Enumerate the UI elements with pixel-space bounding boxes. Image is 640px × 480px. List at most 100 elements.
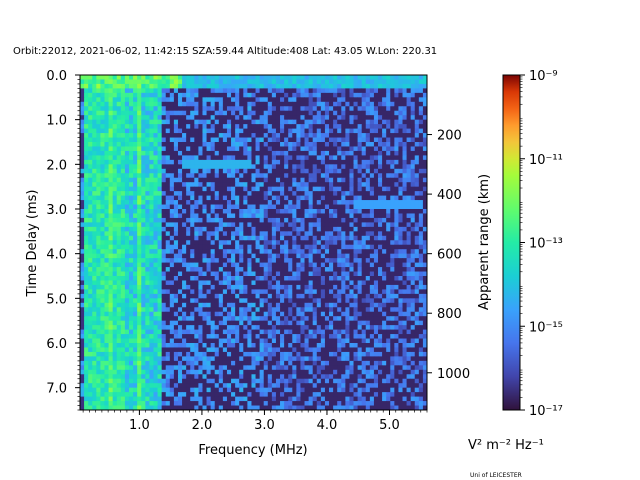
heatmap-cell (296, 302, 301, 308)
heatmap-cell (92, 191, 97, 196)
heatmap-cell (369, 217, 375, 223)
heatmap-cell (390, 240, 395, 246)
heatmap-cell (194, 83, 199, 89)
heatmap-cell (84, 119, 89, 125)
heatmap-cell (137, 280, 142, 286)
heatmap-cell (422, 204, 427, 210)
heatmap-cell (267, 226, 273, 232)
heatmap-cell (251, 267, 256, 272)
heatmap-cell (308, 200, 314, 205)
heatmap-cell (206, 209, 212, 214)
heatmap-cell (394, 195, 399, 201)
heatmap-cell (231, 253, 236, 259)
heatmap-cell (84, 75, 89, 80)
heatmap-cell (202, 173, 207, 179)
heatmap-cell (231, 307, 236, 313)
heatmap-cell (100, 293, 105, 299)
heatmap-cell (300, 128, 305, 134)
heatmap-cell (357, 133, 363, 138)
heatmap-cell (218, 262, 224, 268)
heatmap-cell (190, 325, 195, 330)
heatmap-cell (357, 128, 363, 134)
heatmap-cell (296, 101, 301, 107)
heatmap-cell (296, 298, 301, 304)
heatmap-cell (275, 106, 281, 112)
heatmap-cell (124, 271, 130, 277)
heatmap-cell (92, 271, 97, 277)
heatmap-cell (333, 253, 338, 259)
heatmap-cell (255, 83, 261, 89)
heatmap-cell (267, 182, 273, 188)
heatmap-cell (247, 133, 252, 138)
heatmap-cell (133, 177, 138, 183)
heatmap-cell (100, 329, 105, 335)
heatmap-cell (133, 262, 138, 268)
heatmap-cell (92, 276, 97, 281)
heatmap-cell (173, 146, 179, 152)
heatmap-cell (235, 155, 240, 161)
heatmap-cell (84, 284, 89, 290)
heatmap-cell (231, 173, 236, 179)
heatmap-cell (357, 142, 363, 147)
heatmap-cell (239, 119, 244, 125)
heatmap-cell (373, 249, 379, 255)
heatmap-cell (361, 101, 367, 107)
heatmap-cell (341, 271, 346, 277)
heatmap-cell (418, 226, 424, 232)
heatmap-cell (259, 280, 265, 286)
heatmap-cell (92, 267, 97, 272)
heatmap-cell (255, 88, 261, 94)
heatmap-cell (169, 311, 175, 317)
heatmap-cell (259, 209, 265, 214)
heatmap-cell (202, 133, 207, 138)
heatmap-cell (222, 173, 228, 179)
heatmap-cell (235, 128, 240, 134)
heatmap-cell (324, 258, 330, 263)
heatmap-cell (394, 79, 399, 85)
heatmap-cell (80, 320, 85, 326)
heatmap-cell (202, 209, 207, 214)
heatmap-cell (251, 119, 256, 125)
heatmap-cell (329, 79, 334, 85)
heatmap-cell (165, 200, 171, 205)
heatmap-cell (414, 155, 420, 161)
heatmap-cell (296, 240, 301, 246)
heatmap-cell (271, 128, 277, 134)
heatmap-cell (259, 177, 265, 183)
heatmap-cell (280, 173, 285, 179)
heatmap-cell (133, 97, 138, 103)
heatmap-cell (337, 191, 342, 196)
heatmap-cell (422, 235, 427, 241)
heatmap-cell (267, 204, 273, 210)
heatmap-cell (239, 97, 244, 103)
heatmap-cell (300, 258, 305, 263)
heatmap-cell (112, 124, 118, 129)
heatmap-cell (128, 204, 134, 210)
heatmap-cell (169, 209, 175, 214)
heatmap-cell (373, 235, 379, 241)
heatmap-cell (96, 204, 101, 210)
heatmap-cell (422, 88, 427, 94)
heatmap-cell (239, 92, 244, 98)
heatmap-cell (308, 334, 314, 339)
heatmap-cell (341, 128, 346, 134)
heatmap-cell (308, 213, 314, 219)
heatmap-cell (235, 231, 240, 237)
heatmap-cell (271, 258, 277, 263)
heatmap-cell (337, 280, 342, 286)
heatmap-cell (243, 133, 248, 138)
heatmap-cell (149, 258, 154, 263)
heatmap-cell (263, 262, 269, 268)
heatmap-cell (128, 289, 134, 295)
heatmap-cell (341, 182, 346, 188)
heatmap-cell (337, 97, 342, 103)
heatmap-cell (369, 75, 375, 80)
heatmap-cell (88, 173, 93, 179)
heatmap-cell (390, 226, 395, 232)
heatmap-cell (222, 168, 228, 174)
heatmap-cell (231, 235, 236, 241)
heatmap-cell (373, 75, 379, 80)
heatmap-cell (153, 195, 158, 201)
heatmap-cell (133, 155, 138, 161)
heatmap-cell (218, 173, 224, 179)
